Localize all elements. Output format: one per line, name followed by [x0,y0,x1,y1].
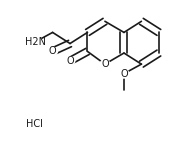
Ellipse shape [48,47,57,56]
Ellipse shape [119,69,129,78]
Text: O: O [101,59,109,69]
Text: O: O [49,46,56,56]
Text: HCl: HCl [26,119,42,129]
Text: O: O [120,69,128,79]
Ellipse shape [27,38,43,46]
Ellipse shape [100,60,110,68]
Text: H2N: H2N [25,37,46,47]
Text: O: O [66,56,74,66]
Ellipse shape [65,57,75,65]
